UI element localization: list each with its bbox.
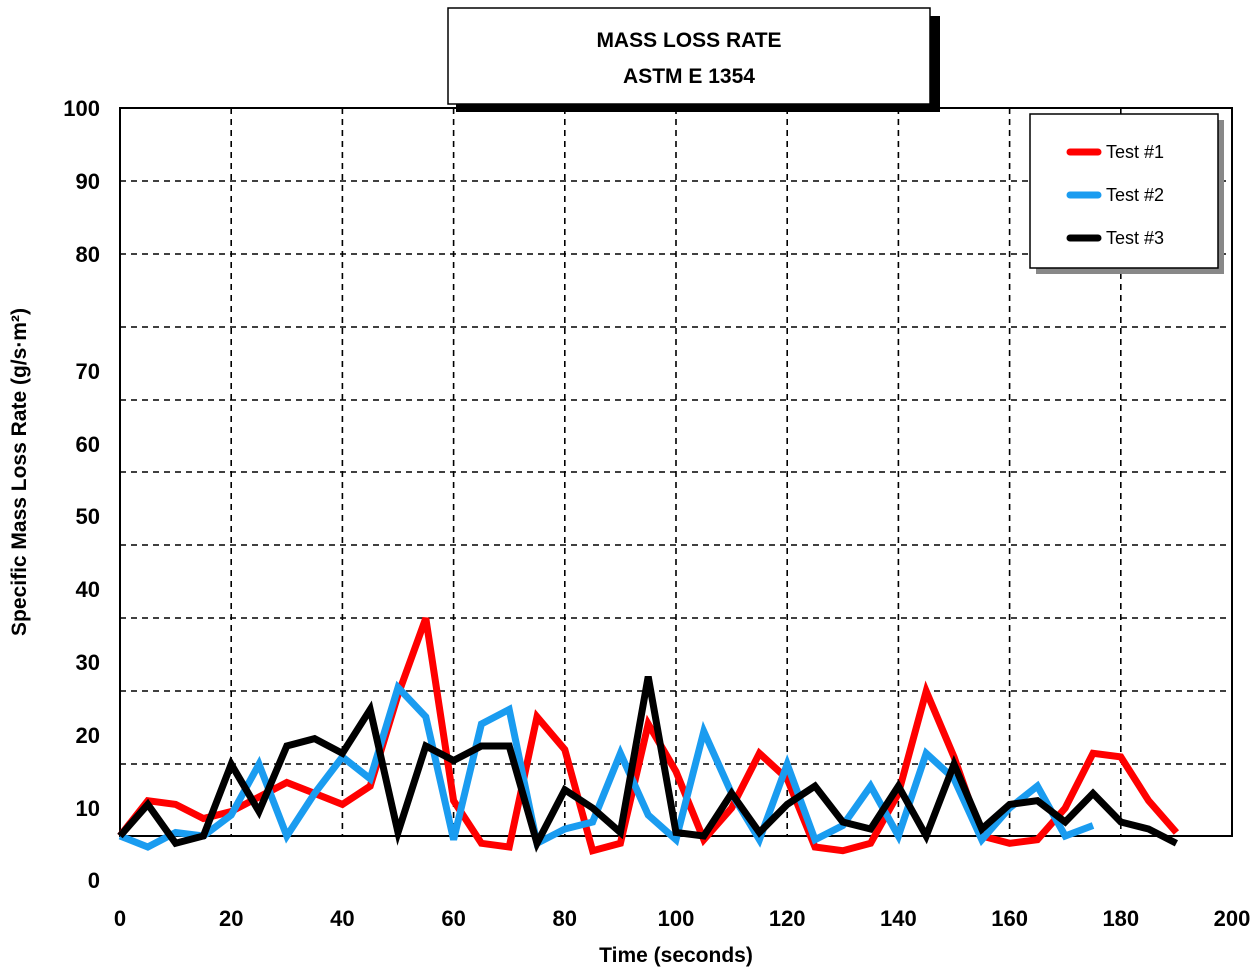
y-tick-label: 20 (76, 723, 100, 748)
x-tick-label: 40 (330, 906, 354, 931)
legend: Test #1 Test #2 Test #3 (1029, 113, 1224, 274)
x-tick-label: 20 (219, 906, 243, 931)
y-tick-label: 30 (76, 650, 100, 675)
series-lines (117, 617, 1180, 855)
x-tick-label: 140 (880, 906, 917, 931)
legend-frame (1029, 113, 1219, 269)
chart-title-box: MASS LOSS RATE ASTM E 1354 (447, 7, 940, 112)
y-tick-label: 90 (76, 169, 100, 194)
series-line-test-2 (118, 680, 1095, 851)
y-tick-label: 100 (63, 96, 100, 121)
y-tick-label: 80 (76, 242, 100, 267)
y-tick-label: 40 (76, 577, 100, 602)
y-tick-label: 70 (76, 359, 100, 384)
x-tick-label: 80 (553, 906, 577, 931)
y-tick-label: 50 (76, 504, 100, 529)
legend-items: Test #1 Test #2 Test #3 (1066, 142, 1164, 248)
y-axis-ticks: 0 10 20 30 40 50 60 70 80 90 100 (63, 96, 100, 893)
x-tick-label: 180 (1102, 906, 1139, 931)
x-tick-label: 100 (658, 906, 695, 931)
x-tick-label: 60 (441, 906, 465, 931)
x-axis-title: Time (seconds) (599, 944, 753, 967)
series-line-test-1 (117, 617, 1180, 855)
legend-label-test-3: Test #3 (1106, 228, 1164, 248)
x-tick-label: 200 (1214, 906, 1251, 931)
title-box-frame (447, 7, 931, 105)
y-tick-label: 10 (76, 796, 100, 821)
x-axis-ticks: 0 20 40 60 80 100 120 140 160 180 200 (114, 906, 1250, 931)
legend-label-test-2: Test #2 (1106, 185, 1164, 205)
y-axis-title: Specific Mass Loss Rate (g/s·m²) (8, 308, 31, 636)
y-tick-label: 0 (88, 868, 100, 893)
legend-label-test-1: Test #1 (1106, 142, 1164, 162)
chart-subtitle: ASTM E 1354 (623, 65, 755, 88)
x-tick-label: 120 (769, 906, 806, 931)
y-tick-label: 60 (76, 432, 100, 457)
x-tick-label: 0 (114, 906, 126, 931)
x-tick-label: 160 (991, 906, 1028, 931)
series-line-test-3 (117, 675, 1179, 853)
chart-title: MASS LOSS RATE (596, 29, 781, 52)
